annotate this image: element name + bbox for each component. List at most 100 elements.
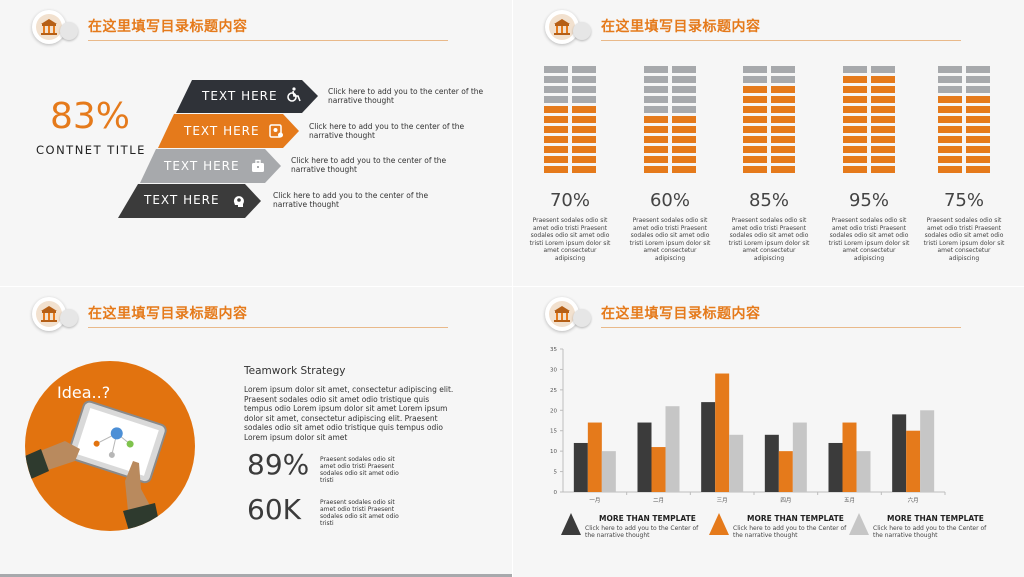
column-cell [966, 156, 990, 163]
column-cell [966, 126, 990, 133]
column-cell [544, 86, 568, 93]
column-percent: 70% [549, 190, 590, 211]
column-cell [743, 96, 767, 103]
column-desc: Praesent sodales odio sit amet odio tris… [923, 217, 1005, 262]
arrow-row-1 [176, 80, 318, 113]
logo-bubble [60, 22, 78, 40]
column-cell [938, 76, 962, 83]
stat-1-desc: Praesent sodales odio sit amet odio tris… [320, 456, 399, 484]
column-cell [672, 166, 696, 173]
column-cell [544, 146, 568, 153]
slide-panel-3: 在这里填写目录标题内容 Idea..? Teamwork Strategy Lo… [0, 287, 512, 577]
column-cell [966, 66, 990, 73]
column-cell [871, 136, 895, 143]
column-cell [966, 106, 990, 113]
column-cell [743, 76, 767, 83]
column-cell [966, 146, 990, 153]
arrow-stack [118, 80, 318, 218]
bar [828, 442, 843, 492]
idea-illustration: Idea..? [25, 361, 195, 531]
head-gear-icon [231, 193, 247, 213]
column-cell [572, 66, 596, 73]
bar [665, 406, 680, 492]
column-cell [843, 136, 867, 143]
column-cell [938, 96, 962, 103]
column-cell [672, 66, 696, 73]
strategy-body: Lorem ipsum dolor sit amet, consectetur … [244, 385, 454, 442]
header-title: 在这里填写目录标题内容 [88, 306, 248, 322]
arrow-row-2 [158, 114, 299, 148]
bar-chart: 0 5 10 15 20 25 30 35 一月 二月 三月 四月 五月 六月 [550, 347, 946, 504]
column-cell [572, 106, 596, 113]
column-cell [672, 146, 696, 153]
column-cell [938, 126, 962, 133]
column-cell [771, 96, 795, 103]
column-cell [938, 86, 962, 93]
y-tick-label: 10 [550, 449, 557, 455]
column-cell [743, 166, 767, 173]
column-cell [544, 166, 568, 173]
bar [856, 451, 871, 492]
column-cell [644, 166, 668, 173]
bar [778, 451, 793, 492]
column-desc: Praesent sodales odio sit amet odio tris… [828, 217, 910, 262]
x-tick-label: 六月 [908, 496, 919, 504]
column-cell [871, 76, 895, 83]
column-cell [743, 146, 767, 153]
column-cell [743, 66, 767, 73]
column-cell [843, 146, 867, 153]
column-cell [544, 96, 568, 103]
column-cell [644, 76, 668, 83]
header-divider [88, 327, 448, 328]
bar [764, 434, 779, 492]
legend-triangle-icon [849, 513, 869, 535]
idea-text: Idea..? [57, 383, 111, 402]
stat-2-desc: Praesent sodales odio sit amet odio tris… [320, 499, 399, 527]
bar [587, 422, 602, 492]
y-tick-label: 35 [550, 347, 557, 353]
column-cell [743, 126, 767, 133]
column-cell [672, 136, 696, 143]
column-percent: 95% [848, 190, 889, 211]
column-cell [771, 116, 795, 123]
bar [892, 414, 907, 492]
legend-desc: Click here to add you to the Center of t… [585, 525, 699, 540]
column-cell [572, 116, 596, 123]
column-cell [572, 156, 596, 163]
column-cell [771, 66, 795, 73]
legend-label: MORE THAN TEMPLATE [599, 514, 696, 523]
arrow-desc-3: Click here to add you to the center of t… [291, 156, 447, 174]
arrow-desc-2: Click here to add you to the center of t… [309, 122, 465, 140]
bar [792, 422, 807, 492]
column-percent: 75% [943, 190, 984, 211]
column-cell [572, 146, 596, 153]
legend-desc: Click here to add you to the Center of t… [873, 525, 987, 540]
column-cell [771, 156, 795, 163]
column-cell [544, 136, 568, 143]
bar [842, 422, 857, 492]
column-percent: 60% [649, 190, 690, 211]
arrow-label-2: TEXT HERE [184, 124, 260, 138]
column-cell [871, 86, 895, 93]
arrow-row-4 [118, 184, 261, 218]
bar [651, 447, 666, 492]
header-title: 在这里填写目录标题内容 [601, 306, 761, 322]
header-title: 在这里填写目录标题内容 [601, 19, 761, 35]
column-cell [672, 76, 696, 83]
column-cell [966, 96, 990, 103]
logo-bubble [573, 309, 591, 327]
percent-columns: 70% Praesent sodales odio sit amet odio t… [513, 0, 1024, 286]
column-cell [544, 126, 568, 133]
column-cell [771, 126, 795, 133]
column-cell [572, 166, 596, 173]
y-tick-label: 0 [554, 490, 558, 496]
y-tick-label: 25 [550, 388, 557, 394]
slide-panel-2: 在这里填写目录标题内容 70% Praesent sodales odio sit… [513, 0, 1024, 286]
column-percent: 85% [748, 190, 789, 211]
column-cell [843, 106, 867, 113]
strategy-heading: Teamwork Strategy [244, 365, 346, 377]
column-cell [771, 86, 795, 93]
column-cell [644, 86, 668, 93]
legend-label: MORE THAN TEMPLATE [747, 514, 844, 523]
column-cell [743, 116, 767, 123]
